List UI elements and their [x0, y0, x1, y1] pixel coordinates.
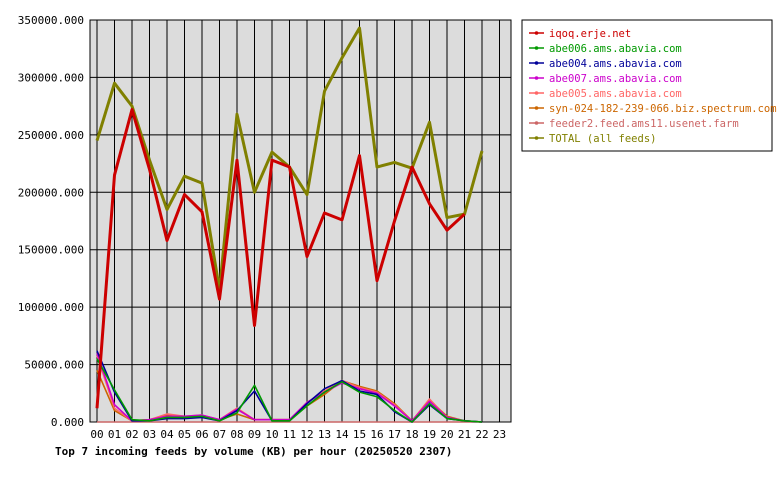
y-tick-label: 200000.000	[18, 186, 84, 199]
x-tick-label: 03	[143, 428, 156, 441]
legend-marker	[534, 46, 539, 50]
x-tick-label: 05	[178, 428, 191, 441]
legend-marker	[534, 76, 539, 80]
legend-label: abe004.ams.abavia.com	[549, 58, 682, 70]
x-tick-label: 08	[230, 428, 243, 441]
x-tick-label: 22	[475, 428, 488, 441]
legend-marker	[534, 136, 539, 140]
legend-label: abe007.ams.abavia.com	[549, 73, 682, 85]
x-tick-label: 23	[493, 428, 506, 441]
x-tick-label: 19	[423, 428, 436, 441]
legend-label: TOTAL (all feeds)	[549, 133, 656, 145]
x-tick-label: 21	[458, 428, 471, 441]
y-tick-label: 100000.000	[18, 301, 84, 314]
legend-marker	[534, 61, 539, 65]
legend-label: syn-024-182-239-066.biz.spectrum.com	[549, 103, 777, 115]
series-lines	[95, 26, 484, 423]
series-line	[96, 358, 483, 423]
x-tick-label: 17	[388, 428, 401, 441]
y-tick-label: 300000.000	[18, 71, 84, 84]
legend: iqoq.erje.net abe006.ams.abavia.com abe004…	[529, 28, 777, 145]
x-tick-label: 02	[125, 428, 138, 441]
legend-label: feeder2.feed.ams11.usenet.farm	[549, 118, 739, 130]
legend-marker	[534, 106, 539, 110]
y-tick-label: 350000.000	[18, 14, 84, 27]
chart-title: Top 7 incoming feeds by volume (KB) per …	[55, 445, 452, 458]
x-tick-label: 11	[283, 428, 296, 441]
legend-marker	[534, 31, 539, 35]
x-tick-label: 00	[90, 428, 103, 441]
x-tick-label: 18	[405, 428, 418, 441]
x-tick-label: 15	[353, 428, 366, 441]
x-tick-label: 14	[335, 428, 349, 441]
x-tick-label: 09	[248, 428, 261, 441]
legend-label: iqoq.erje.net	[549, 28, 631, 40]
legend-box	[521, 19, 773, 152]
y-axis-ticks: 0.000 50000.000 100000.000 150000.000 200000…	[18, 14, 84, 429]
legend-label: abe005.ams.abavia.com	[549, 88, 682, 100]
x-tick-label: 07	[213, 428, 226, 441]
series-line	[96, 352, 483, 423]
legend-marker	[534, 121, 539, 125]
legend-label: abe006.ams.abavia.com	[549, 43, 682, 55]
y-tick-label: 250000.000	[18, 129, 84, 142]
x-tick-label: 06	[195, 428, 208, 441]
y-tick-label: 0.000	[51, 416, 84, 429]
legend-marker	[534, 91, 539, 95]
x-tick-label: 20	[440, 428, 453, 441]
x-tick-label: 12	[300, 428, 313, 441]
x-axis-ticks: 00 01 02 03 04 05 06 07 08 09 10 11 12 13 14 15 16 17 18 19…	[90, 428, 506, 441]
x-tick-label: 04	[160, 428, 174, 441]
y-tick-label: 50000.000	[24, 359, 84, 372]
x-tick-label: 10	[265, 428, 278, 441]
y-tick-label: 150000.000	[18, 244, 84, 257]
x-tick-label: 01	[108, 428, 121, 441]
x-tick-label: 16	[370, 428, 383, 441]
x-tick-label: 13	[318, 428, 331, 441]
series-line	[95, 108, 466, 409]
